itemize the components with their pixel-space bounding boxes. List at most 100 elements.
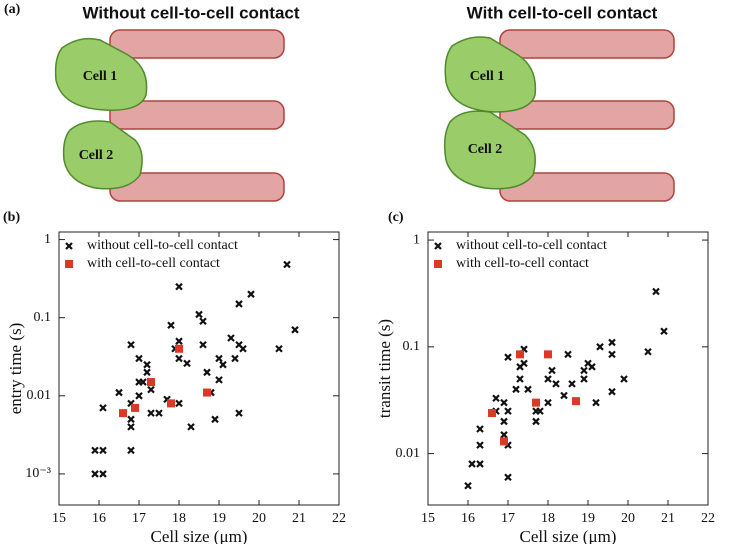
- point: [580, 366, 588, 375]
- legend-label: with cell-to-cell contact: [456, 256, 589, 271]
- y-axis-label: entry time (s): [6, 323, 25, 415]
- point: [476, 441, 484, 449]
- x-tick-label: 20: [252, 511, 266, 526]
- point: [536, 407, 544, 415]
- panel-title: With cell-to-cell contact: [467, 3, 658, 22]
- point: [235, 300, 243, 308]
- x-tick-label: 18: [541, 511, 555, 526]
- point: [500, 398, 508, 407]
- point: [504, 407, 512, 415]
- point: [187, 423, 195, 431]
- point: [167, 399, 175, 408]
- panel-label: (a): [4, 2, 21, 17]
- point: [199, 340, 207, 349]
- point: [500, 431, 508, 439]
- y-tick-label: 0.1: [34, 310, 52, 325]
- point: [147, 378, 155, 387]
- point: [135, 354, 143, 363]
- point: [572, 397, 580, 406]
- point: [464, 481, 472, 490]
- cell-label: Cell 2: [468, 142, 503, 157]
- point: [127, 446, 135, 455]
- legend-marker: [434, 242, 442, 250]
- point: [588, 363, 596, 371]
- point: [660, 327, 668, 336]
- y-tick-label: 1: [413, 232, 420, 247]
- cell: [62, 120, 143, 190]
- x-tick-label: 17: [501, 511, 515, 526]
- point: [135, 392, 143, 400]
- point: [231, 354, 239, 363]
- cell-label: Cell 1: [83, 69, 118, 84]
- x-tick-label: 21: [661, 511, 675, 526]
- x-tick-label: 19: [212, 511, 226, 526]
- x-tick-label: 20: [621, 511, 635, 526]
- plot-frame: [58, 231, 340, 506]
- point: [532, 417, 540, 426]
- point: [211, 415, 219, 424]
- x-tick-label: 17: [132, 511, 146, 526]
- x-tick-label: 16: [92, 511, 106, 526]
- point: [504, 353, 512, 361]
- point: [608, 338, 616, 347]
- legend-label: with cell-to-cell contact: [87, 256, 220, 271]
- point: [520, 359, 528, 368]
- point: [127, 415, 135, 424]
- point: [596, 343, 604, 351]
- point: [492, 394, 500, 403]
- point: [504, 473, 512, 482]
- point: [652, 287, 660, 296]
- point: [580, 375, 588, 383]
- channel: [499, 29, 675, 59]
- panel-label: (b): [3, 210, 20, 225]
- x-tick-label: 18: [172, 511, 186, 526]
- y-tick-label: 10⁻³: [25, 466, 51, 481]
- point: [175, 337, 183, 345]
- point: [139, 378, 147, 386]
- point: [568, 380, 576, 388]
- point: [199, 317, 207, 326]
- cell-label: Cell 1: [470, 69, 505, 84]
- point: [127, 340, 135, 349]
- y-tick-label: 0.01: [27, 388, 52, 403]
- x-tick-label: 22: [332, 511, 346, 526]
- point: [544, 350, 552, 359]
- point: [552, 380, 560, 388]
- point: [219, 360, 227, 369]
- point: [468, 460, 476, 468]
- x-axis-label: Cell size (μm): [151, 527, 248, 544]
- x-tick-label: 15: [421, 511, 435, 526]
- panel-title: Without cell-to-cell contact: [82, 3, 299, 22]
- point: [175, 282, 183, 291]
- x-tick-label: 16: [461, 511, 475, 526]
- point: [215, 354, 223, 363]
- legend-marker: [65, 242, 73, 250]
- point: [91, 446, 99, 455]
- channel: [499, 100, 675, 130]
- point: [147, 385, 155, 394]
- point: [99, 446, 107, 455]
- y-tick-label: 0.01: [396, 446, 421, 461]
- point: [119, 409, 127, 418]
- point: [476, 425, 484, 433]
- channel: [109, 29, 285, 59]
- point: [500, 437, 508, 446]
- point: [131, 403, 139, 412]
- point: [275, 344, 283, 353]
- point: [620, 375, 628, 383]
- cell: [443, 110, 536, 190]
- y-tick-label: 0.1: [403, 339, 421, 354]
- point: [99, 470, 107, 478]
- point: [227, 334, 235, 342]
- panel-label: (c): [388, 210, 404, 225]
- point: [283, 260, 291, 269]
- x-tick-label: 22: [701, 511, 715, 526]
- point: [608, 387, 616, 396]
- point: [512, 385, 520, 394]
- diagram-left: Cell 1 Cell 2: [54, 29, 285, 202]
- point: [127, 423, 135, 431]
- channel: [109, 100, 285, 130]
- point: [548, 366, 556, 375]
- x-tick-label: 19: [581, 511, 595, 526]
